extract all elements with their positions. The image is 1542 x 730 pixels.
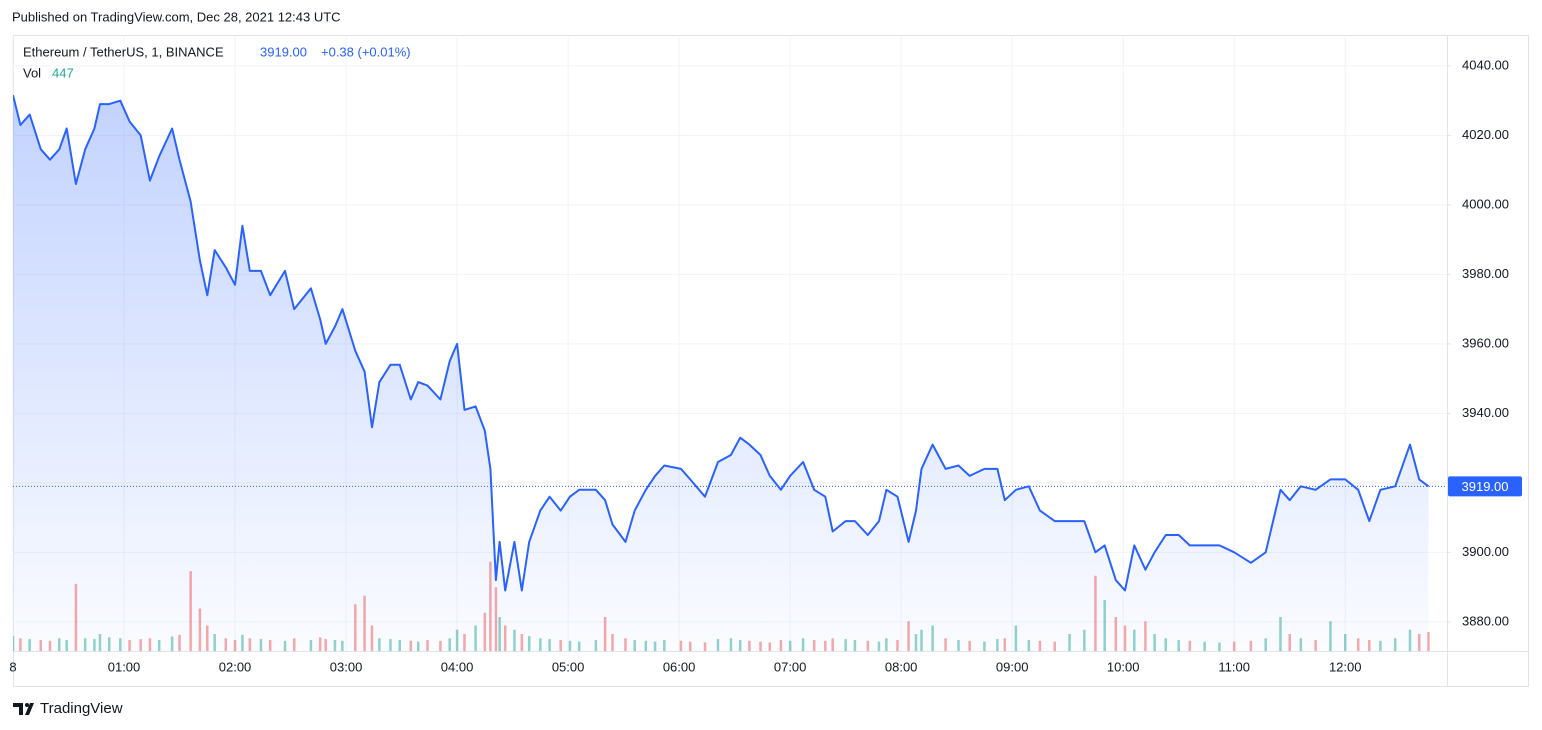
x-tick-label: 04:00 [441,659,474,674]
x-tick-label: 01:00 [108,659,141,674]
x-tick-label: 02:00 [219,659,252,674]
logo [13,703,34,715]
last-price-tag [1448,476,1522,497]
x-tick-label: 11:00 [1218,659,1250,674]
axes: 3880.003900.003920.003940.003960.003980.… [9,57,1522,674]
legend-symbol: Ethereum / TetherUS, 1, BINANCE [23,44,224,59]
x-tick-label: 10:00 [1107,659,1140,674]
x-tick-label: 05:00 [552,659,585,674]
x-tick-label: 8 [9,659,16,674]
legend-volume: 447 [52,65,74,80]
y-tick-label: 3880.00 [1462,613,1509,628]
y-tick-label: 4020.00 [1462,127,1509,142]
y-tick-label: 3900.00 [1462,544,1509,559]
x-tick-label: 03:00 [330,659,363,674]
legend-last: 3919.00 [260,44,307,59]
legend-volume-name: Vol [23,65,41,80]
x-tick-label: 06:00 [663,659,696,674]
header: Published on TradingView.com, Dec 28, 20… [12,9,341,24]
y-tick-label: 4000.00 [1462,196,1509,211]
y-tick-label: 3940.00 [1462,405,1509,420]
x-tick-label: 09:00 [996,659,1029,674]
price-area [13,95,1429,651]
y-tick-label: 3960.00 [1462,335,1509,350]
x-tick-label: 07:00 [774,659,807,674]
x-tick-label: 12:00 [1329,659,1362,674]
y-tick-label: 3980.00 [1462,266,1509,281]
x-tick-label: 08:00 [885,659,918,674]
last-price-label: 3919.00 [1462,479,1509,494]
price [13,94,1447,651]
footer-brand: TradingView [40,700,123,717]
y-tick-label: 4040.00 [1462,57,1509,72]
price-line [13,94,1430,592]
legend-change: +0.38 (+0.01%) [321,44,411,59]
